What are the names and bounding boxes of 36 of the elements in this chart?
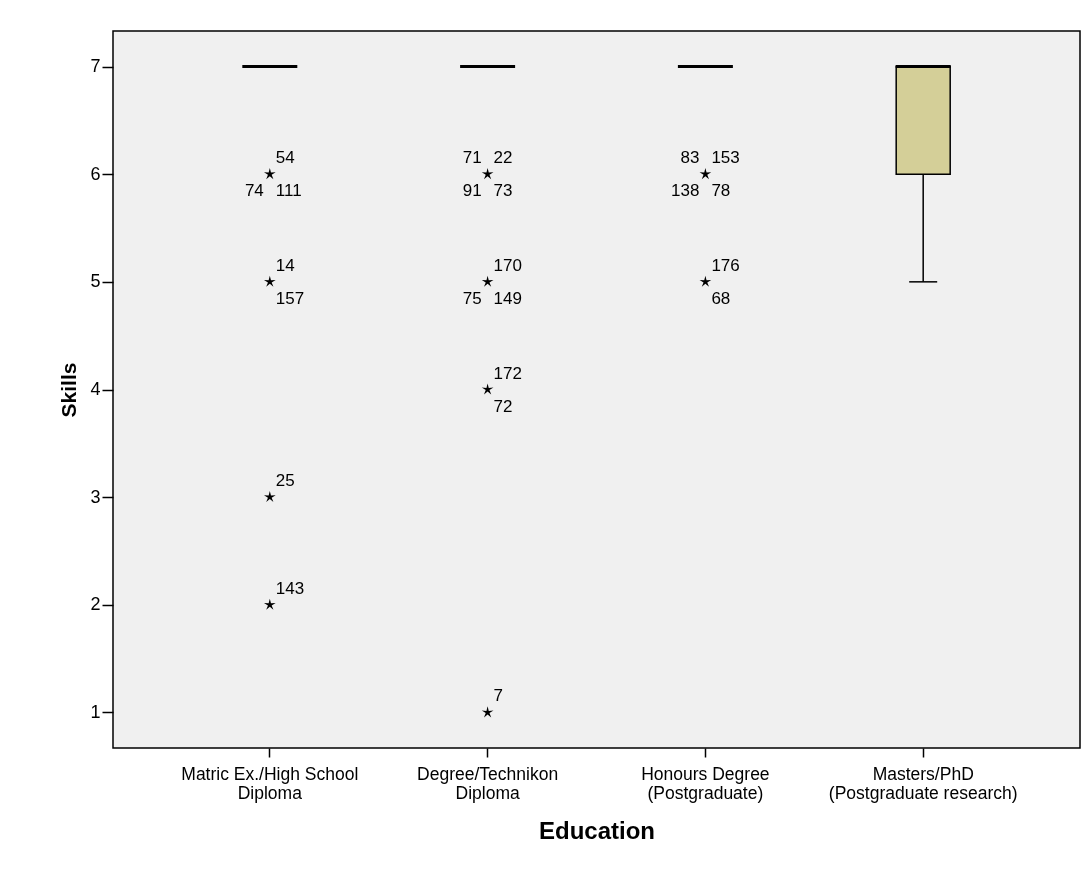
y-tick-label: 5 bbox=[90, 271, 101, 292]
annotation: 143 bbox=[275, 578, 305, 598]
x-tick-label: Honours Degree (Postgraduate) bbox=[641, 763, 770, 803]
annotation: 83 bbox=[680, 148, 700, 168]
annotation: 153 bbox=[711, 148, 740, 168]
y-tick-label: 3 bbox=[90, 486, 101, 507]
y-tick-label: 4 bbox=[90, 379, 101, 399]
y-tick-label: 1 bbox=[90, 701, 101, 722]
annotation: 71 bbox=[462, 148, 482, 168]
annotation: 91 bbox=[462, 181, 482, 201]
x-tick-label: Masters/PhD (Postgraduate research) bbox=[828, 763, 1018, 803]
annotation: 7 bbox=[493, 686, 504, 706]
annotation: 72 bbox=[493, 396, 513, 416]
x-axis-title: Education bbox=[538, 817, 656, 844]
annotation: 111 bbox=[275, 181, 302, 201]
annotation: 73 bbox=[493, 181, 513, 201]
annotation: 176 bbox=[711, 255, 740, 275]
y-axis-title: Skills bbox=[57, 362, 81, 418]
annotation: 172 bbox=[493, 363, 522, 383]
y-tick-label: 6 bbox=[90, 163, 101, 184]
annotation: 170 bbox=[493, 255, 522, 275]
annotation: 25 bbox=[275, 471, 295, 491]
annotation: 78 bbox=[711, 181, 731, 201]
y-tick-label: 7 bbox=[90, 56, 101, 77]
annotation: 138 bbox=[671, 181, 700, 201]
annotation: 75 bbox=[462, 288, 482, 308]
annotation: 149 bbox=[493, 288, 522, 308]
y-tick-label: 2 bbox=[90, 594, 101, 615]
x-tick-label: Degree/Technikon Diploma bbox=[417, 763, 559, 803]
annotation: 54 bbox=[275, 148, 295, 168]
annotation: 68 bbox=[711, 288, 731, 308]
annotation: 74 bbox=[244, 181, 264, 201]
annotation: 157 bbox=[275, 288, 305, 308]
x-tick-label: Matric Ex./High School Diploma bbox=[181, 763, 359, 803]
annotation: 14 bbox=[275, 255, 295, 275]
annotation: 22 bbox=[493, 148, 513, 168]
